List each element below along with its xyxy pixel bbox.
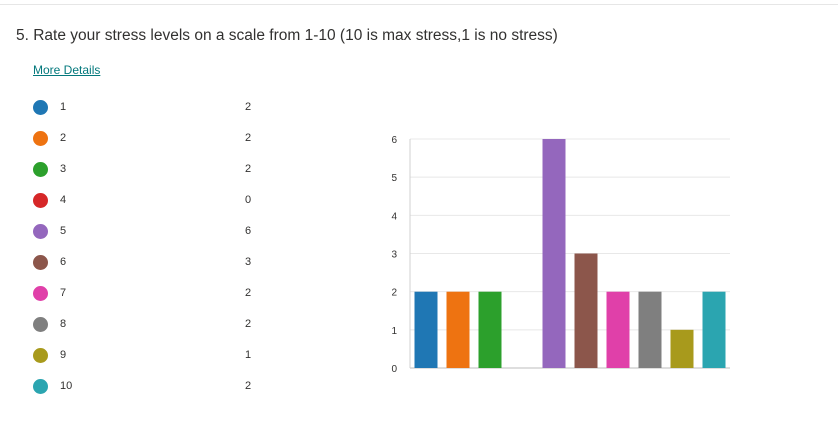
legend-dot-icon — [33, 100, 48, 115]
y-tick-label: 2 — [391, 288, 397, 299]
legend-count: 3 — [245, 256, 252, 268]
legend-count: 2 — [245, 318, 252, 330]
legend-label: 5 — [60, 225, 67, 237]
legend-dot-icon — [33, 193, 48, 208]
bar-chart: 0 1 2 3 4 5 6 — [391, 135, 730, 375]
legend-label: 4 — [60, 194, 67, 206]
top-divider — [0, 4, 838, 5]
legend-count: 0 — [245, 194, 252, 206]
legend-count: 2 — [245, 163, 252, 175]
legend-dot-icon — [33, 317, 48, 332]
bar-10[interactable] — [702, 291, 726, 368]
bar-6[interactable] — [574, 253, 598, 369]
legend-count: 2 — [245, 287, 252, 299]
legend-count: 2 — [245, 132, 252, 144]
bar-3[interactable] — [478, 291, 502, 368]
bar-5[interactable] — [542, 139, 566, 368]
legend-label: 10 — [60, 380, 73, 392]
legend-label: 2 — [60, 132, 67, 144]
y-tick-label: 5 — [391, 173, 397, 184]
legend-label: 8 — [60, 318, 67, 330]
bar-2[interactable] — [446, 291, 470, 368]
bar-7[interactable] — [606, 291, 630, 368]
legend-dot-icon — [33, 379, 48, 394]
legend-dot-icon — [33, 162, 48, 177]
legend-count: 2 — [245, 101, 252, 113]
legend-label: 9 — [60, 349, 67, 361]
legend-item-10: 10 2 — [33, 372, 263, 402]
legend-label: 7 — [60, 287, 67, 299]
more-details-link[interactable]: More Details — [33, 63, 101, 77]
legend-dot-icon — [33, 131, 48, 146]
legend-label: 3 — [60, 163, 67, 175]
legend-count: 2 — [245, 380, 252, 392]
legend-count: 6 — [245, 225, 252, 237]
legend-dot-icon — [33, 224, 48, 239]
legend-dot-icon — [33, 255, 48, 270]
bar-1[interactable] — [414, 291, 438, 368]
bar-8[interactable] — [638, 291, 662, 368]
y-tick-label: 4 — [391, 211, 397, 222]
bar-9[interactable] — [670, 329, 694, 368]
y-tick-label: 1 — [391, 326, 397, 337]
legend-dot-icon — [33, 348, 48, 363]
y-tick-label: 3 — [391, 250, 397, 261]
y-tick-label: 6 — [391, 135, 397, 146]
legend-dot-icon — [33, 286, 48, 301]
y-tick-label: 0 — [391, 364, 397, 375]
legend-count: 1 — [245, 349, 252, 361]
legend-label: 6 — [60, 256, 67, 268]
legend-label: 1 — [60, 101, 67, 113]
question-title: 5. Rate your stress levels on a scale fr… — [16, 27, 558, 44]
